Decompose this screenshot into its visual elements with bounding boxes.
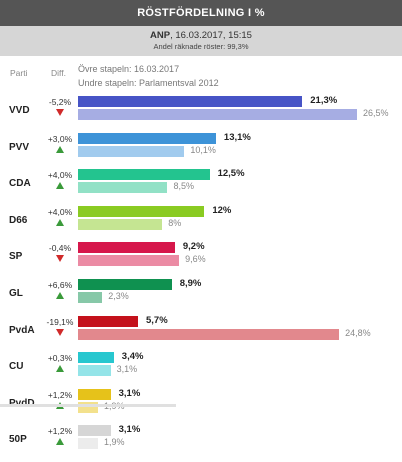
down-arrow-icon [56,328,64,336]
value-label-current: 12,5% [217,168,245,180]
party-name: PvdD [9,398,35,409]
value-label-current: 21,3% [310,95,338,106]
party-name: PvdA [9,324,35,336]
bar-previous [78,182,168,194]
value-label-current: 12% [212,204,232,216]
scrollbar-hint [0,404,176,407]
down-arrow-icon [56,255,64,263]
party-row: 50P +1,2% 3,1% 1,9% [0,424,402,462]
value-label-previous: 26,5% [363,108,389,118]
diff-value: +3,0% [47,133,73,144]
down-arrow-icon [56,109,64,116]
bar-current [78,425,111,437]
source-line: ANP, 16.03.2017, 15:15 [0,26,402,42]
party-name: SP [9,251,23,263]
source-name: ANP [150,30,171,41]
value-label-previous: 2,3% [108,291,129,301]
diff-value: +6,6% [47,280,73,290]
party-name: CDA [9,178,31,190]
party-row: CDA +4,0% 12,5% 8,5% [0,168,402,206]
up-arrow-icon [56,145,64,153]
bar-previous [78,145,185,157]
party-column-header: Parti [10,68,28,78]
party-name: VVD [9,105,30,116]
source-panel: ANP, 16.03.2017, 15:15 Andel räknade rös… [0,26,402,56]
bar-previous [78,328,340,340]
up-arrow-icon [56,438,64,446]
diff-value: -19,1% [46,316,74,327]
value-label-current: 8,9% [179,278,202,289]
bar-current [78,205,205,217]
value-label-current: 9,2% [182,241,205,253]
bar-current [78,242,175,254]
value-label-previous: 8% [168,217,182,228]
party-row: PVV +3,0% 13,1% 10,1% [0,132,402,170]
party-name: D66 [9,214,28,226]
source-datetime: , 16.03.2017, 15:15 [170,30,252,41]
bar-legend: Övre stapeln: 16.03.2017 Undre stapeln: … [78,62,219,90]
bar-current [78,169,210,181]
bar-current [78,315,138,327]
chart-title-bar: RÖSTFÖRDELNING I % [0,0,402,26]
value-label-previous: 8,5% [173,181,194,192]
up-arrow-icon [56,182,64,190]
value-label-current: 13,1% [223,131,251,143]
bar-previous [78,255,180,267]
up-arrow-icon [56,292,64,299]
legend-lower: Undre stapeln: Parlamentsval 2012 [78,78,219,88]
bar-current [78,96,303,107]
diff-column-header: Diff. [51,68,66,78]
chart-title: RÖSTFÖRDELNING I % [137,7,265,19]
party-row: D66 +4,0% 12% 8% [0,205,402,243]
party-name: CU [9,361,24,373]
value-label-previous: 9,6% [185,254,206,265]
diff-value: +0,3% [47,353,73,364]
counted-share: Andel räknade röster: 99,3% [153,42,249,51]
bar-current [78,132,216,144]
value-label-current: 5,7% [146,314,168,326]
bar-previous [78,365,111,377]
party-row: GL +6,6% 8,9% 2,3% [0,278,402,316]
diff-value: +1,2% [47,426,73,437]
bar-current [78,388,111,400]
bar-previous [78,218,163,230]
value-label-current: 3,1% [118,424,141,436]
diff-value: +4,0% [47,170,73,181]
diff-value: -0,4% [48,243,72,254]
party-name: 50P [9,434,27,446]
value-label-current: 3,1% [118,387,141,399]
value-label-current: 3,4% [121,351,144,363]
party-name: PVV [9,141,30,153]
party-name: GL [9,288,23,299]
diff-value: -5,2% [48,97,72,107]
bar-previous [78,109,357,120]
party-row: SP -0,4% 9,2% 9,6% [0,241,402,279]
value-label-previous: 1,9% [104,437,125,448]
value-label-previous: 10,1% [190,144,216,155]
bar-previous [78,438,98,450]
up-arrow-icon [56,365,64,373]
legend-upper: Övre stapeln: 16.03.2017 [78,64,180,74]
bar-previous [78,292,103,303]
diff-value: +1,2% [47,389,73,400]
party-row: VVD -5,2% 21,3% 26,5% [0,95,402,133]
bar-current [78,352,114,364]
diff-value: +4,0% [47,206,73,217]
up-arrow-icon [56,218,64,226]
party-row: PvdA -19,1% 5,7% 24,8% [0,315,402,353]
value-label-previous: 3,1% [116,364,138,375]
party-row: CU +0,3% 3,4% 3,1% [0,351,402,389]
value-label-previous: 24,8% [345,327,371,338]
bar-current [78,279,172,290]
